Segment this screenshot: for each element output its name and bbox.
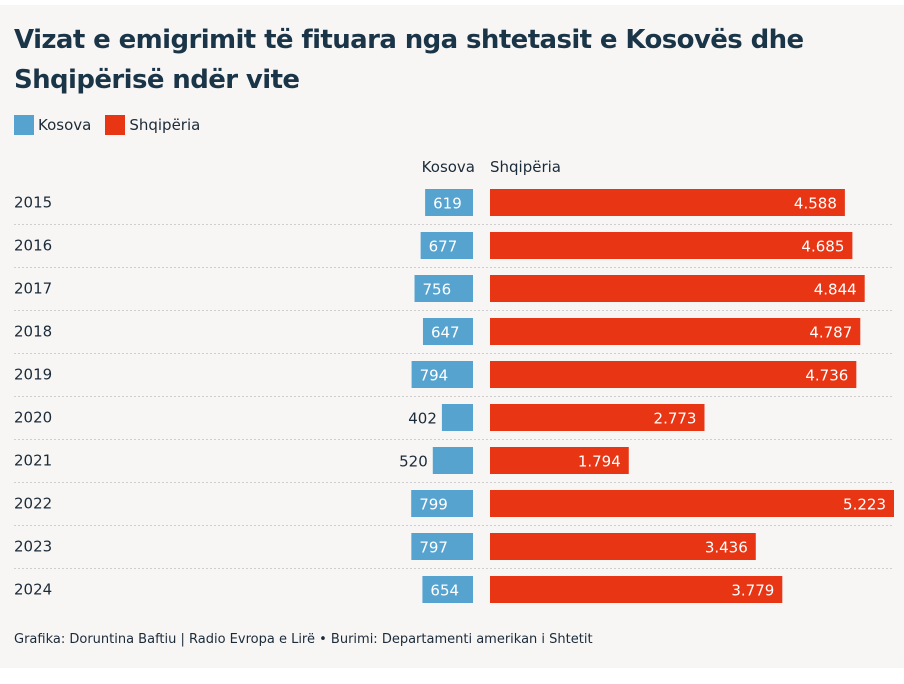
bar-kosova (422, 576, 473, 603)
legend-item-kosova: Kosova (14, 115, 91, 135)
bar-shqiperia (490, 404, 705, 431)
value-label-kosova: 677 (429, 238, 458, 256)
bar-kosova (411, 533, 473, 560)
value-label-kosova: 647 (431, 324, 460, 342)
bar-shqiperia (490, 232, 853, 259)
year-label: 2017 (14, 280, 52, 298)
bar-kosova (432, 447, 473, 474)
year-label: 2020 (14, 409, 52, 427)
bar-shqiperia (490, 533, 756, 560)
year-label: 2022 (14, 495, 52, 513)
bar-kosova (414, 275, 473, 302)
value-label-shqiperia: 3.436 (705, 539, 748, 557)
value-label-kosova: 619 (433, 195, 462, 213)
column-header-shqiperia: Shqipëria (490, 158, 561, 176)
value-label-shqiperia: 4.588 (794, 195, 837, 213)
legend-label-shqiperia: Shqipëria (129, 116, 201, 134)
year-label: 2015 (14, 194, 52, 212)
year-label: 2019 (14, 366, 52, 384)
value-label-shqiperia: 3.779 (731, 582, 774, 600)
value-label-shqiperia: 4.844 (814, 281, 857, 299)
value-label-shqiperia: 4.736 (805, 367, 848, 385)
bar-shqiperia (490, 576, 783, 603)
footer-credits: Grafika: Doruntina Baftiu | Radio Evropa… (14, 632, 593, 647)
value-label-shqiperia: 1.794 (578, 453, 621, 471)
bar-kosova (441, 404, 473, 431)
column-header-kosova: Kosova (421, 158, 475, 176)
year-label: 2023 (14, 538, 52, 556)
year-label: 2016 (14, 237, 52, 255)
value-label-shqiperia: 2.773 (654, 410, 697, 428)
value-label-shqiperia: 5.223 (843, 496, 886, 514)
year-label: 2024 (14, 581, 52, 599)
value-label-kosova: 402 (408, 410, 437, 428)
year-label: 2018 (14, 323, 52, 341)
bar-kosova (422, 318, 473, 345)
value-label-kosova: 654 (430, 582, 459, 600)
bar-shqiperia (490, 490, 894, 517)
year-label: 2021 (14, 452, 52, 470)
bar-kosova (425, 189, 473, 216)
value-label-kosova: 756 (423, 281, 452, 299)
legend-label-kosova: Kosova (38, 116, 92, 134)
legend-swatch-shqiperia (105, 115, 126, 135)
value-label-kosova: 799 (419, 496, 448, 514)
chart-title: Vizat e emigrimit të fituara nga shtetas… (14, 25, 804, 95)
value-label-shqiperia: 4.685 (801, 238, 844, 256)
value-label-kosova: 794 (420, 367, 449, 385)
bar-shqiperia (490, 318, 861, 345)
bar-shqiperia (490, 275, 865, 302)
legend-item-shqiperia: Shqipëria (105, 115, 200, 135)
bar-shqiperia (490, 189, 845, 216)
value-label-kosova: 520 (399, 453, 428, 471)
value-label-shqiperia: 4.787 (809, 324, 852, 342)
bar-kosova (411, 490, 473, 517)
legend-swatch-kosova (14, 115, 34, 135)
legend: Kosova Shqipëria (14, 115, 214, 135)
bar-kosova (420, 232, 473, 259)
bar-shqiperia (490, 361, 857, 388)
value-label-kosova: 797 (419, 539, 448, 557)
bar-kosova (411, 361, 473, 388)
bar-shqiperia (490, 447, 629, 474)
